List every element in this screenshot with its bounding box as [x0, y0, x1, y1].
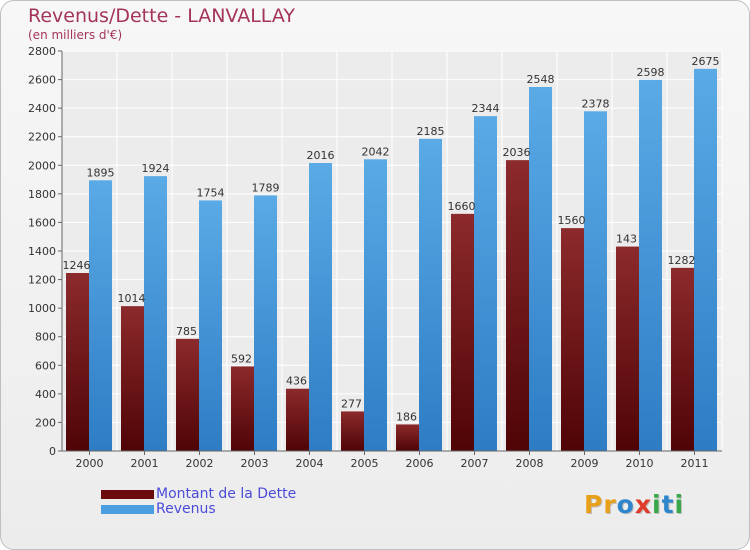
- y-tick-label: 2400: [28, 102, 56, 115]
- x-tick-label: 2009: [571, 457, 599, 470]
- data-labels: 1246 1895 1014 1924 785 1754 592 1789 436 2016 277…: [63, 55, 720, 424]
- y-axis: 0 200 400 600 800 1000 1200 1400 1600 1800 2000 220…: [28, 45, 63, 458]
- y-tick-label: 0: [49, 445, 56, 458]
- bar-revenus: [474, 116, 497, 452]
- x-tick-label: 2002: [186, 457, 214, 470]
- legend-swatch-revenus: [101, 505, 154, 514]
- bar-revenus: [584, 111, 607, 452]
- bar-revenus: [639, 79, 662, 451]
- data-label-dette: 1560: [558, 214, 586, 227]
- bar-revenus: [364, 159, 387, 452]
- bar-dette: [121, 306, 144, 451]
- bar-dette: [341, 411, 364, 451]
- bar-dette: [286, 388, 309, 451]
- data-label-dette: 186: [396, 410, 417, 423]
- data-label-revenus: 1789: [252, 181, 280, 194]
- y-tick-label: 800: [35, 331, 56, 344]
- proxiti-logo: Proxiti: [584, 490, 684, 519]
- bars: [66, 68, 717, 452]
- x-tick-label: 2004: [296, 457, 324, 470]
- data-label-dette: 143: [616, 233, 637, 246]
- data-label-revenus: 2598: [637, 66, 665, 79]
- logo-letter: r: [603, 490, 617, 519]
- data-label-revenus: 2378: [582, 97, 610, 110]
- data-label-revenus: 2016: [307, 149, 335, 162]
- data-label-dette: 785: [176, 325, 197, 338]
- data-label-revenus: 2675: [692, 55, 720, 68]
- bar-dette: [451, 213, 474, 451]
- data-label-revenus: 1895: [87, 166, 115, 179]
- bar-dette: [176, 338, 199, 451]
- bar-revenus: [254, 195, 277, 451]
- bar-dette: [231, 366, 254, 451]
- data-label-dette: 1014: [118, 292, 146, 305]
- data-label-dette: 592: [231, 352, 252, 365]
- data-label-revenus: 1924: [142, 162, 170, 175]
- x-tick-label: 2008: [516, 457, 544, 470]
- bar-revenus: [419, 138, 442, 451]
- logo-letter: o: [616, 490, 635, 519]
- y-tick-label: 600: [35, 359, 56, 372]
- bar-revenus: [199, 200, 222, 451]
- x-tick-label: 2007: [461, 457, 489, 470]
- bar-dette: [396, 424, 419, 451]
- data-label-revenus: 1754: [197, 186, 225, 199]
- y-tick-label: 400: [35, 388, 56, 401]
- y-tick-label: 1000: [28, 302, 56, 315]
- bar-revenus: [694, 68, 717, 451]
- data-label-revenus: 2548: [527, 73, 555, 86]
- data-label-dette: 277: [341, 397, 362, 410]
- bar-dette: [561, 228, 584, 451]
- legend-swatch-dette: [101, 490, 154, 499]
- chart-title: Revenus/Dette - LANVALLAY: [28, 5, 295, 27]
- y-tick-label: 2200: [28, 131, 56, 144]
- data-label-dette: 1660: [448, 200, 476, 213]
- x-axis: 2000 2001 2002 2003 2004 2005 2006 2007 2008 2009…: [62, 450, 722, 470]
- data-label-dette: 2036: [503, 146, 531, 159]
- logo-letter: i: [674, 490, 685, 519]
- logo-letter: t: [661, 490, 675, 519]
- data-label-dette: 1246: [63, 259, 91, 272]
- x-tick-label: 2001: [131, 457, 159, 470]
- bar-dette: [66, 273, 89, 451]
- logo-letter: i: [652, 490, 662, 519]
- x-tick-label: 2006: [406, 457, 434, 470]
- bar-dette: [506, 160, 529, 451]
- legend-label-revenus: Revenus: [156, 501, 216, 517]
- bar-revenus: [144, 176, 167, 451]
- x-tick-label: 2005: [351, 457, 379, 470]
- logo-letter: x: [634, 490, 652, 519]
- bar-revenus: [309, 163, 332, 451]
- logo-letter: P: [584, 490, 604, 519]
- legend-label-dette: Montant de la Dette: [156, 486, 297, 502]
- y-tick-label: 1600: [28, 216, 56, 229]
- y-tick-label: 2600: [28, 74, 56, 87]
- data-label-revenus: 2185: [417, 125, 445, 138]
- data-label-dette: 436: [286, 375, 307, 388]
- data-label-revenus: 2344: [472, 102, 500, 115]
- y-tick-label: 1200: [28, 274, 56, 287]
- bar-dette: [616, 246, 639, 451]
- x-tick-label: 2003: [241, 457, 269, 470]
- data-label-revenus: 2042: [362, 145, 390, 158]
- y-tick-label: 200: [35, 416, 56, 429]
- data-label-dette: 1282: [668, 254, 696, 267]
- gridlines: [61, 50, 723, 452]
- y-tick-label: 1800: [28, 188, 56, 201]
- chart-subtitle: (en milliers d'€): [28, 28, 123, 42]
- x-tick-label: 2011: [681, 457, 709, 470]
- bar-revenus: [529, 87, 552, 451]
- x-tick-label: 2000: [76, 457, 104, 470]
- y-tick-label: 2000: [28, 159, 56, 172]
- bar-revenus: [89, 180, 112, 452]
- bar-dette: [671, 267, 694, 451]
- y-tick-label: 1400: [28, 245, 56, 258]
- y-tick-label: 2800: [28, 45, 56, 58]
- x-tick-label: 2010: [626, 457, 654, 470]
